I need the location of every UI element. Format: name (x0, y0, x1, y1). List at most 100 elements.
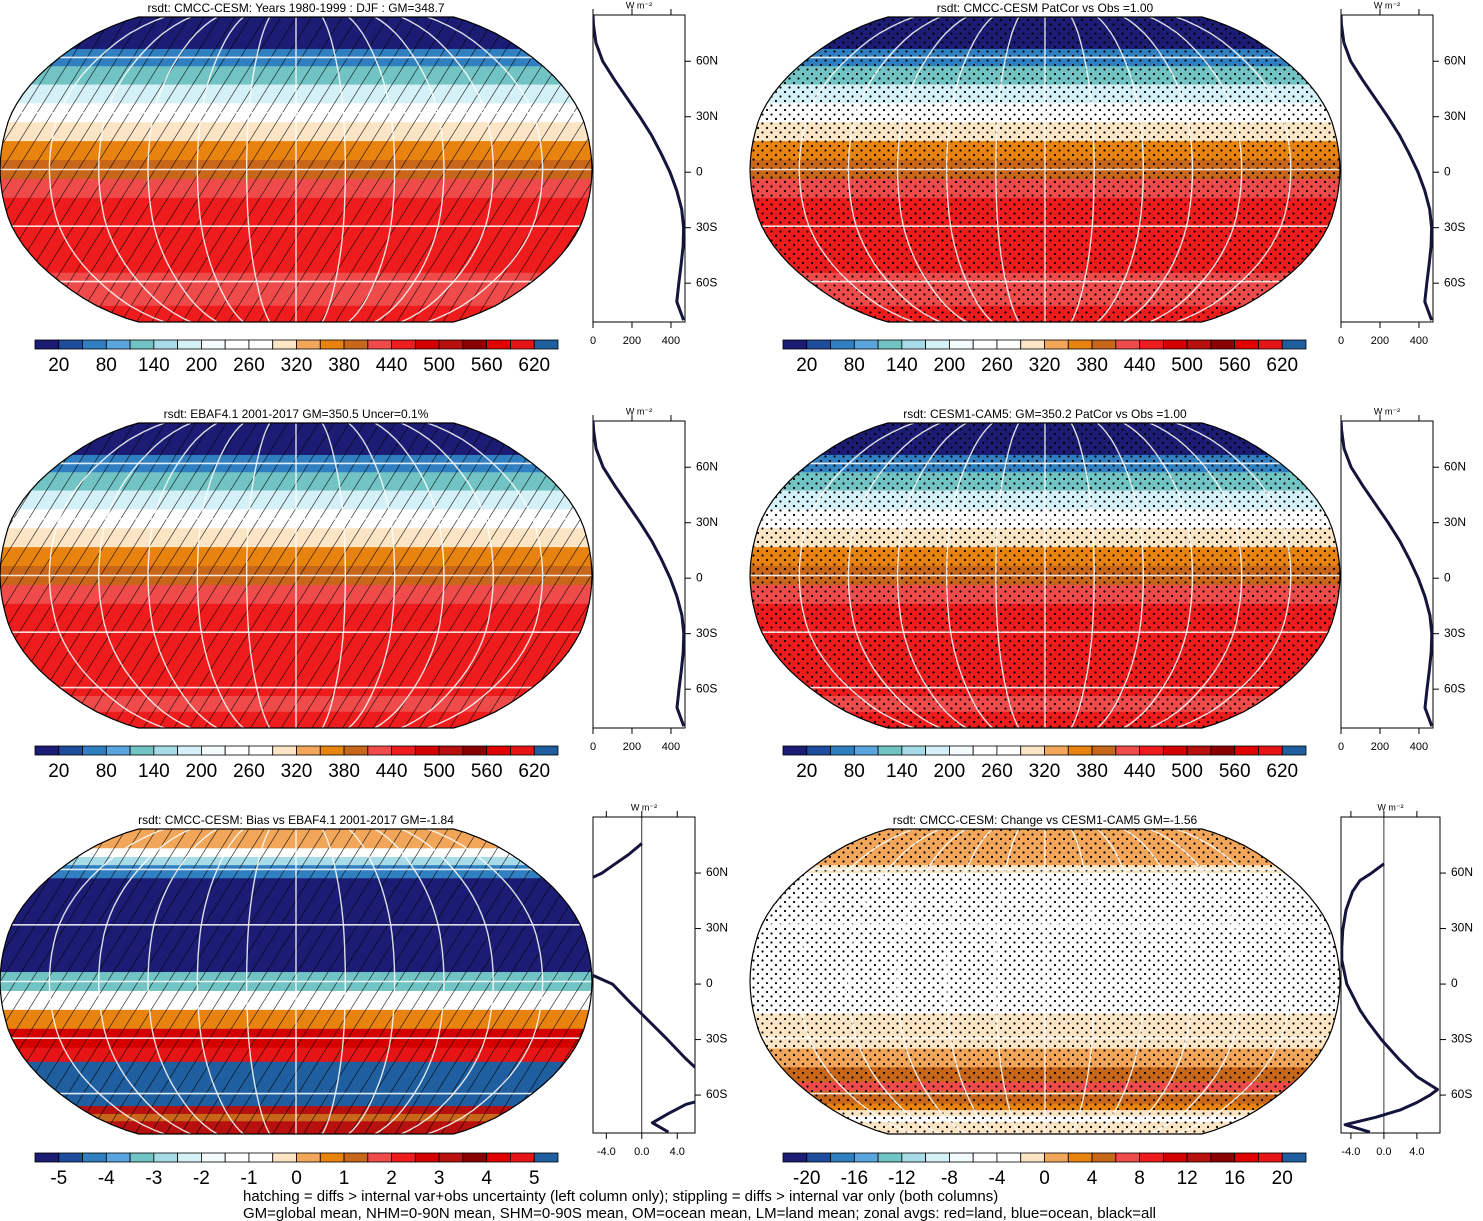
graticule (246, 829, 271, 1134)
colorbar-box (58, 339, 83, 350)
colorbar-label: 0 (291, 1168, 302, 1189)
y-tick-label: 30S (1444, 220, 1465, 234)
colorbar-label: 8 (1134, 1168, 1145, 1189)
map-title: rsdt: CMCC-CESM: Years 1980-1999 : DJF :… (147, 1, 444, 15)
map-field (750, 423, 1340, 728)
profile-frame (592, 816, 696, 1134)
colorbar-label: 320 (1029, 761, 1061, 782)
colorbar-label: -8 (941, 1168, 958, 1189)
graticule (798, 423, 915, 728)
map-outline (749, 16, 1341, 323)
colorbar-box (414, 1152, 440, 1163)
map-outline (749, 422, 1341, 729)
footnote: hatching = diffs > internal var+obs unce… (243, 1188, 998, 1205)
colorbar-box (533, 339, 559, 350)
zonal-line (1341, 862, 1439, 1133)
colorbar-box (972, 1152, 998, 1163)
colorbar-box (201, 1152, 226, 1163)
colorbar-box (1091, 339, 1117, 350)
colorbar-box (486, 339, 511, 350)
graticule (427, 423, 544, 728)
colorbar-label: 500 (1171, 761, 1203, 782)
profile-frame (1340, 14, 1434, 323)
x-axis-label: W m⁻² (1374, 406, 1400, 416)
colorbar-box (1186, 339, 1212, 350)
colorbar-box (510, 339, 535, 350)
graticule (1123, 423, 1194, 728)
colorbar-box (925, 1152, 950, 1163)
colorbar-box (853, 339, 879, 350)
colorbar-box (34, 339, 60, 350)
map-field (0, 423, 592, 728)
colorbar-label: -4 (98, 1168, 115, 1189)
colorbar-box (1044, 745, 1069, 756)
y-tick-label: 60S (1451, 1087, 1472, 1101)
colorbar-label: 560 (471, 761, 503, 782)
colorbar-box (272, 745, 297, 756)
colorbar-box (1139, 1152, 1164, 1163)
graticule (374, 17, 445, 322)
colorbar-box (1258, 339, 1283, 350)
colorbar-box (877, 1152, 903, 1163)
colorbar-box (830, 1152, 855, 1163)
y-tick-label: 60N (696, 459, 718, 473)
colorbar-box (153, 745, 179, 756)
colorbar-label: 2 (386, 1168, 397, 1189)
colorbar-box (782, 1152, 808, 1163)
colorbar-box (510, 1152, 535, 1163)
colorbar-label: 320 (1029, 355, 1061, 376)
graticule (427, 17, 544, 322)
colorbar-box (1162, 745, 1188, 756)
colorbar-box (1091, 1152, 1117, 1163)
colorbar-box (806, 745, 831, 756)
colorbar-label: 560 (1219, 761, 1251, 782)
graticule (97, 423, 192, 728)
colorbar-box (1139, 745, 1164, 756)
colorbar-label: 200 (186, 355, 218, 376)
colorbar-box (201, 339, 226, 350)
colorbar-box (949, 745, 974, 756)
colorbar-box (806, 339, 831, 350)
colorbar-label: 12 (1177, 1168, 1198, 1189)
graticule (945, 423, 994, 728)
colorbar-box (105, 745, 131, 756)
colorbar-box (853, 1152, 879, 1163)
zonal-line (1341, 15, 1433, 321)
colorbar-box (438, 339, 464, 350)
colorbar-box (901, 1152, 927, 1163)
x-tick-label: 200 (623, 335, 641, 347)
colorbar-label: 560 (1219, 355, 1251, 376)
graticule (374, 829, 445, 1134)
x-axis-label: W m⁻² (626, 0, 652, 10)
x-tick-label: 0 (590, 741, 596, 753)
graticule (147, 423, 218, 728)
zonal-line (593, 421, 685, 727)
graticule (246, 423, 271, 728)
colorbar-box (367, 339, 392, 350)
colorbar-box (153, 1152, 179, 1163)
colorbar-box (319, 339, 345, 350)
graticule (147, 829, 218, 1134)
graticule (196, 829, 244, 1134)
colorbar-box (319, 745, 345, 756)
colorbar-box (925, 745, 950, 756)
colorbar-box (972, 339, 998, 350)
colorbar-box (367, 745, 392, 756)
colorbar-box (925, 339, 950, 350)
graticule (995, 829, 1020, 1134)
colorbar-box (224, 339, 250, 350)
colorbar-label: 380 (328, 761, 360, 782)
colorbar-label: 500 (423, 761, 455, 782)
graticule (847, 829, 941, 1134)
colorbar-box (367, 1152, 392, 1163)
graticule (1175, 829, 1292, 1134)
colorbar-box (343, 1152, 369, 1163)
colorbar-box (34, 1152, 60, 1163)
graticule (147, 17, 218, 322)
colorbar-box (129, 339, 155, 350)
colorbar-box (82, 745, 107, 756)
profile-frame (1340, 816, 1441, 1134)
x-tick-label: 400 (662, 335, 680, 347)
colorbar-box (177, 339, 202, 350)
colorbar-label: 3 (434, 1168, 445, 1189)
